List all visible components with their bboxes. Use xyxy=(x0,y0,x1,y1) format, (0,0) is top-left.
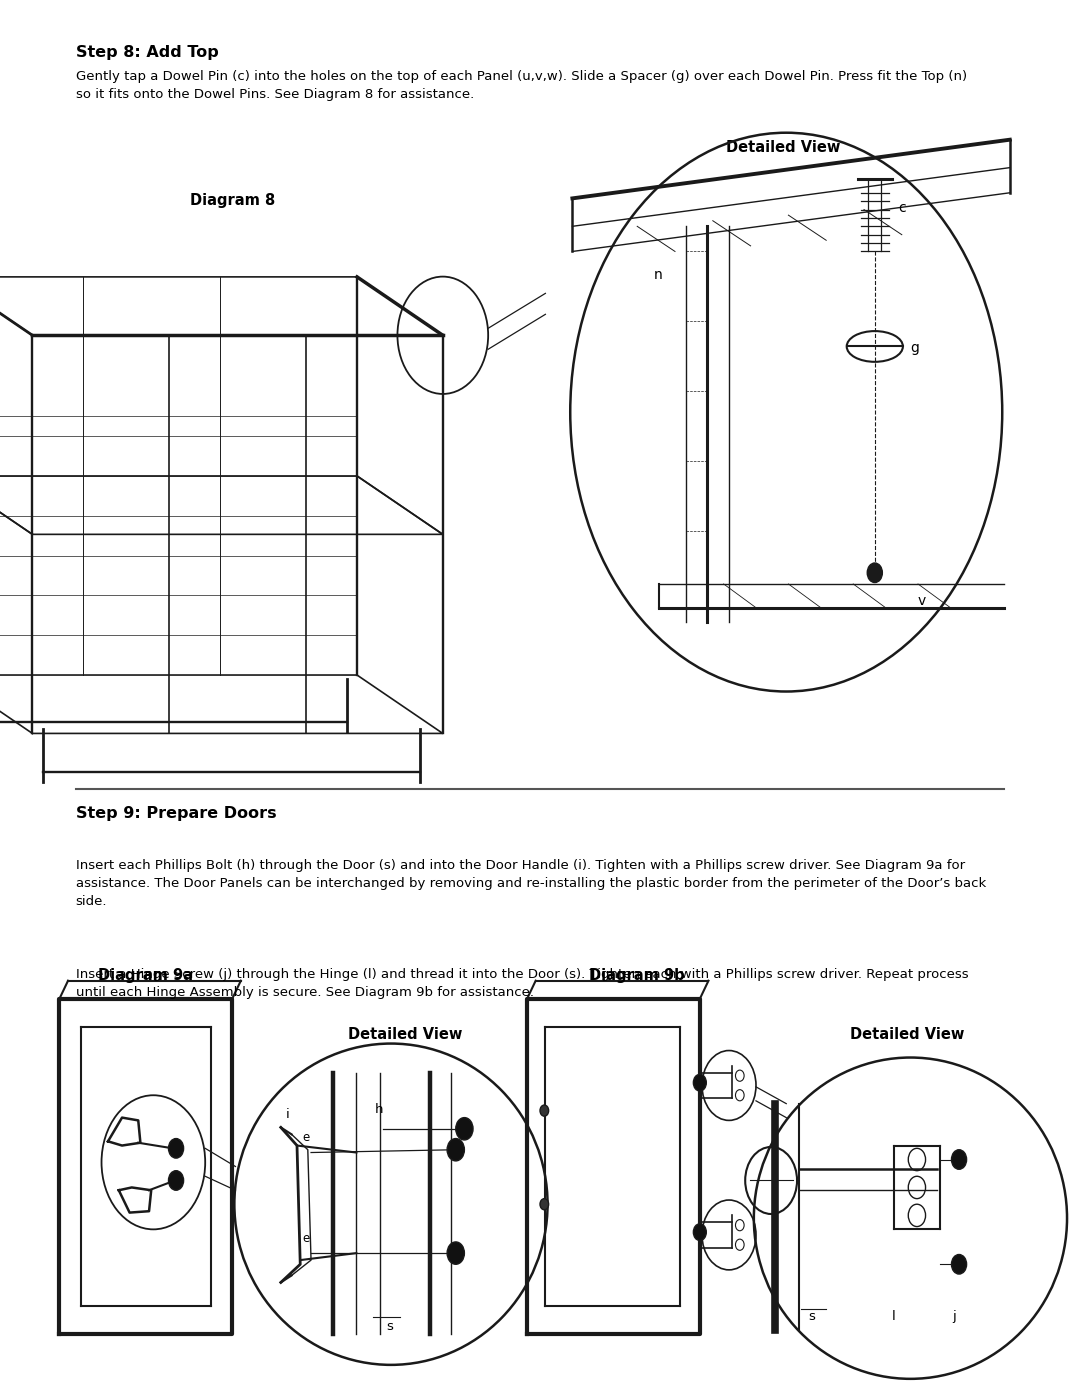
Text: s: s xyxy=(387,1320,393,1333)
Circle shape xyxy=(456,1118,473,1140)
Text: Detailed View: Detailed View xyxy=(850,1027,964,1042)
Text: Diagram 9a: Diagram 9a xyxy=(98,968,193,983)
Text: Gently tap a Dowel Pin (c) into the holes on the top of each Panel (u,v,w). Slid: Gently tap a Dowel Pin (c) into the hole… xyxy=(76,70,967,101)
Text: Diagram 8: Diagram 8 xyxy=(190,193,274,208)
Text: Step 8: Add Top: Step 8: Add Top xyxy=(76,45,218,60)
Circle shape xyxy=(951,1255,967,1274)
Circle shape xyxy=(447,1242,464,1264)
Text: c: c xyxy=(899,201,906,215)
Circle shape xyxy=(540,1199,549,1210)
Text: j: j xyxy=(953,1310,956,1323)
Text: Diagram 9b: Diagram 9b xyxy=(590,968,685,983)
Text: g: g xyxy=(910,341,919,355)
Circle shape xyxy=(693,1224,706,1241)
Text: e: e xyxy=(302,1232,310,1245)
Circle shape xyxy=(168,1139,184,1158)
Text: h: h xyxy=(375,1104,383,1116)
Text: l: l xyxy=(892,1310,895,1323)
Text: Insert each Phillips Bolt (h) through the Door (s) and into the Door Handle (i).: Insert each Phillips Bolt (h) through th… xyxy=(76,859,986,908)
Text: Detailed View: Detailed View xyxy=(348,1027,462,1042)
Circle shape xyxy=(867,563,882,583)
Text: n: n xyxy=(653,268,662,282)
Circle shape xyxy=(168,1171,184,1190)
Text: s: s xyxy=(808,1310,814,1323)
Circle shape xyxy=(951,1150,967,1169)
Text: Insert a Hinge Screw (j) through the Hinge (l) and thread it into the Door (s). : Insert a Hinge Screw (j) through the Hin… xyxy=(76,968,969,999)
Circle shape xyxy=(447,1139,464,1161)
Circle shape xyxy=(693,1074,706,1091)
Text: i: i xyxy=(286,1108,289,1120)
Text: Step 9: Prepare Doors: Step 9: Prepare Doors xyxy=(76,806,276,821)
Circle shape xyxy=(540,1105,549,1116)
Text: Detailed View: Detailed View xyxy=(726,140,840,155)
Text: e: e xyxy=(302,1132,310,1144)
Text: v: v xyxy=(918,594,927,608)
